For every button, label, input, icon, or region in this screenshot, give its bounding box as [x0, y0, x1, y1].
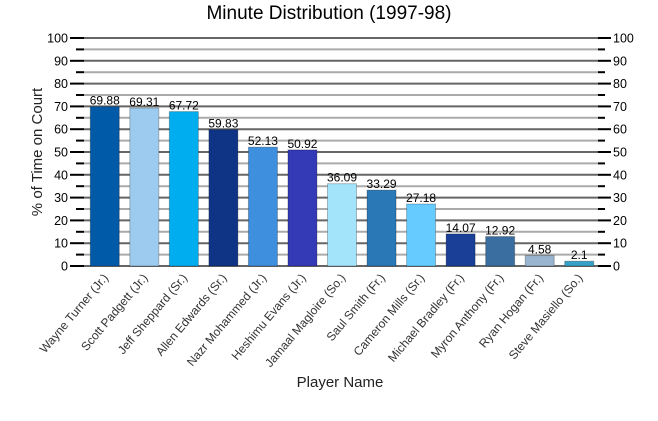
- bar: [564, 260, 595, 267]
- data-label: 69.88: [90, 94, 120, 108]
- bar: [406, 203, 437, 267]
- data-label: 12.92: [485, 224, 515, 238]
- right-tick-label: 0: [613, 260, 620, 274]
- left-tick-label: 100: [47, 32, 68, 46]
- bar: [287, 149, 318, 267]
- data-label: 67.72: [169, 99, 199, 113]
- data-label: 50.92: [287, 137, 317, 151]
- x-tick-label: Michael Bradley (Fr.): [385, 271, 467, 365]
- x-tick-label: Cameron Mills (Sr.): [351, 271, 428, 359]
- data-label: 69.31: [129, 95, 159, 109]
- bar: [327, 183, 357, 267]
- left-tick-label: 20: [54, 214, 68, 228]
- left-tick-label: 60: [54, 123, 68, 137]
- left-tick-label: 80: [54, 77, 68, 91]
- chart-title: Minute Distribution (1997-98): [206, 3, 451, 24]
- data-label: 4.58: [528, 243, 552, 257]
- bar: [168, 111, 199, 267]
- data-label: 36.09: [327, 171, 357, 185]
- left-tick-label: 30: [54, 191, 68, 205]
- x-tick-label: Allen Edwards (Sr.): [153, 271, 230, 359]
- data-label: 33.29: [367, 177, 397, 191]
- left-tick-label: 50: [54, 146, 68, 160]
- right-tick-label: 90: [613, 54, 627, 68]
- right-tick-label: 50: [613, 146, 627, 160]
- right-tick-label: 30: [613, 191, 627, 205]
- bar: [208, 129, 239, 267]
- data-label: 27.18: [406, 191, 436, 205]
- x-tick-label: Wayne Turner (Jr.): [37, 271, 111, 356]
- bar: [485, 236, 516, 267]
- y-axis-label: % of Time on Court: [29, 87, 46, 216]
- bar: [129, 107, 160, 267]
- left-tick-label: 10: [54, 237, 68, 251]
- data-label: 59.83: [208, 117, 238, 131]
- bar: [366, 189, 397, 267]
- right-tick-label: 80: [613, 77, 627, 91]
- right-tick-label: 70: [613, 100, 627, 114]
- x-tick-label: Steve Masiello (So.): [506, 271, 586, 362]
- right-tick-label: 10: [613, 237, 627, 251]
- right-tick-label: 60: [613, 123, 627, 137]
- bar: [524, 255, 555, 267]
- bar: [445, 233, 476, 267]
- bar: [247, 146, 278, 267]
- data-label: 52.13: [248, 134, 278, 148]
- left-tick-label: 90: [54, 54, 68, 68]
- x-tick-label: Myron Anthony (Fr.): [428, 271, 506, 361]
- right-tick-label: 100: [613, 32, 634, 46]
- right-tick-label: 40: [613, 168, 627, 182]
- bar: [89, 106, 120, 267]
- left-tick-label: 70: [54, 100, 68, 114]
- left-tick-label: 40: [54, 168, 68, 182]
- x-tick-label: Jeff Sheppard (Sr.): [115, 271, 190, 357]
- x-tick-label: Heshimu Evans (Jr.): [229, 271, 309, 363]
- left-tick-label: 0: [61, 260, 68, 274]
- right-tick-label: 20: [613, 214, 627, 228]
- x-axis-label: Player Name: [297, 374, 384, 391]
- data-label: 2.1: [571, 248, 588, 262]
- data-label: 14.07: [446, 221, 476, 235]
